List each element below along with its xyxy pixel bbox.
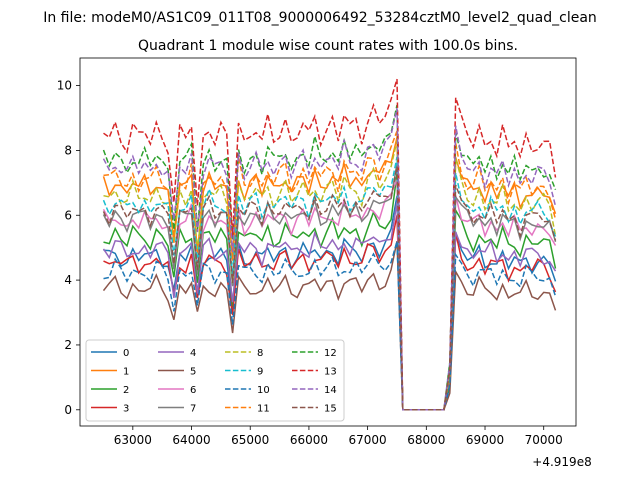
legend-box (85, 339, 345, 422)
series-line-11 (103, 130, 557, 411)
series-line-15 (102, 166, 557, 411)
series-line-4 (102, 202, 557, 411)
series-line-14 (102, 108, 557, 411)
legend-label: 2 (123, 385, 129, 396)
chart-title: Quadrant 1 module wise count rates with … (138, 38, 518, 54)
x-tick-label: 66000 (290, 433, 328, 447)
x-tick-label: 70000 (525, 433, 563, 447)
figure-suptitle: In file: modeM0/AS1C09_011T08_9000006492… (43, 10, 597, 26)
legend-label: 3 (123, 404, 129, 415)
series-line-12 (102, 104, 557, 411)
y-tick-label: 10 (57, 79, 72, 93)
x-tick-label: 67000 (349, 433, 387, 447)
series-line-10 (103, 240, 557, 411)
y-tick-label: 6 (64, 208, 72, 222)
legend-label: 14 (324, 385, 337, 396)
legend-label: 13 (324, 367, 337, 378)
y-tick-label: 4 (64, 273, 72, 287)
y-tick-label: 8 (64, 143, 72, 157)
legend-label: 4 (190, 348, 196, 359)
x-axis: 63000 64000 65000 66000 67000 68000 69000 70000 (114, 426, 563, 447)
plot-frame (79, 57, 577, 427)
legend-label: 8 (257, 348, 263, 359)
legend-label: 0 (123, 348, 129, 359)
legend-label: 12 (324, 348, 337, 359)
legend-label: 15 (324, 404, 337, 415)
legend-label: 9 (257, 367, 263, 378)
x-tick-label: 69000 (466, 433, 504, 447)
y-tick-label: 0 (64, 403, 72, 417)
y-axis: 0 2 4 6 8 10 (57, 79, 80, 417)
x-tick-label: 64000 (172, 433, 210, 447)
legend-label: 5 (190, 367, 196, 378)
x-tick-label: 63000 (114, 433, 152, 447)
legend-label: 6 (190, 385, 196, 396)
legend-label: 1 (123, 367, 129, 378)
series-line-6 (102, 179, 557, 411)
legend-label: 11 (257, 404, 270, 415)
x-offset-label: +4.919e8 (532, 455, 591, 469)
legend-label: 10 (257, 385, 270, 396)
legend-label: 7 (190, 404, 196, 415)
y-tick-label: 2 (64, 338, 72, 352)
series-line-13 (103, 78, 557, 411)
series-line-5 (102, 241, 557, 411)
series-layer (102, 78, 557, 411)
x-tick-label: 68000 (407, 433, 445, 447)
x-tick-label: 65000 (231, 433, 269, 447)
